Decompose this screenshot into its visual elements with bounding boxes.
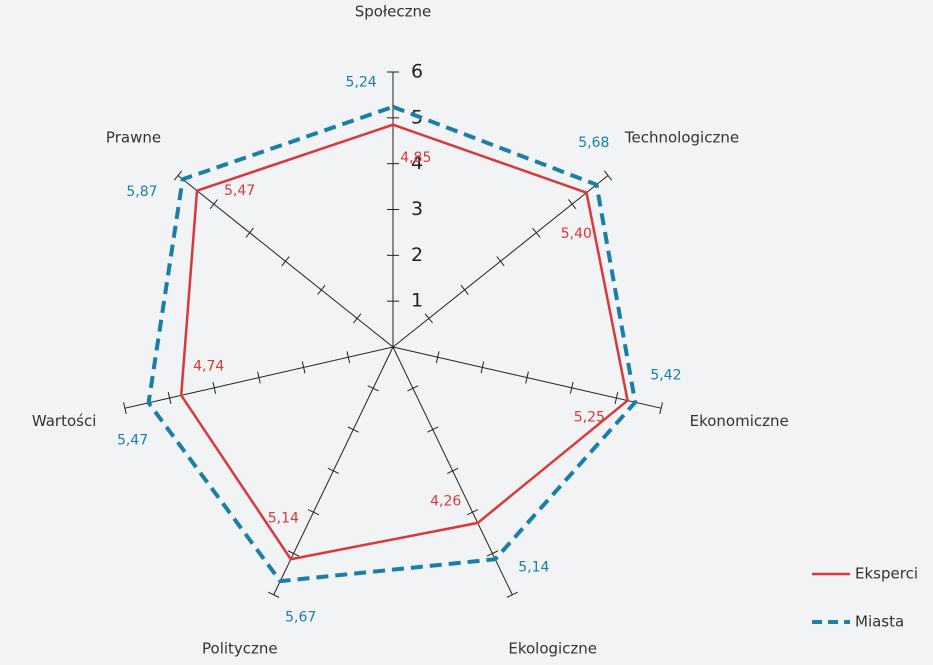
tick-label: 1 bbox=[411, 290, 423, 312]
category-label: Wartości bbox=[32, 412, 97, 430]
tick-mark bbox=[257, 371, 261, 384]
tick-mark bbox=[569, 381, 574, 394]
value-label: 4,85 bbox=[400, 150, 431, 166]
tick-mark bbox=[568, 199, 577, 210]
tick-mark bbox=[212, 381, 217, 394]
value-label: 5,14 bbox=[268, 511, 299, 527]
value-label: 5,42 bbox=[650, 368, 681, 384]
value-label: 5,68 bbox=[578, 135, 609, 151]
tick-mark bbox=[496, 256, 505, 267]
tick-mark bbox=[245, 227, 254, 238]
tick-mark bbox=[123, 402, 127, 415]
tick-mark bbox=[460, 284, 469, 295]
tick-mark bbox=[486, 550, 499, 557]
category-label: Ekonomiczne bbox=[690, 412, 789, 430]
series-line bbox=[179, 123, 629, 561]
tick-mark bbox=[407, 385, 419, 392]
value-label: 5,25 bbox=[574, 409, 605, 425]
value-label: 5,47 bbox=[224, 183, 255, 199]
tick-mark bbox=[427, 426, 439, 433]
value-label: 4,74 bbox=[193, 358, 224, 374]
tick-mark bbox=[353, 313, 362, 324]
tick-mark bbox=[346, 351, 351, 364]
tick-mark bbox=[367, 385, 379, 392]
tick-mark bbox=[287, 550, 300, 557]
tick-mark bbox=[301, 361, 306, 374]
tick-mark bbox=[307, 509, 320, 516]
category-label: Ekologiczne bbox=[508, 639, 597, 657]
legend-label: Miasta bbox=[855, 613, 904, 631]
value-label: 5,40 bbox=[561, 226, 592, 242]
category-label: Polityczne bbox=[202, 639, 278, 657]
value-label: 5,24 bbox=[346, 75, 377, 91]
tick-mark bbox=[525, 371, 529, 384]
value-label: 5,14 bbox=[518, 559, 549, 575]
tick-label: 2 bbox=[411, 244, 423, 266]
value-label: 5,87 bbox=[126, 184, 157, 200]
tick-mark bbox=[659, 402, 663, 415]
value-label: 5,47 bbox=[117, 432, 148, 448]
category-label: Społeczne bbox=[355, 3, 432, 21]
tick-label: 4 bbox=[411, 152, 423, 174]
tick-mark bbox=[466, 509, 479, 516]
tick-mark bbox=[347, 426, 359, 433]
tick-mark bbox=[209, 199, 218, 210]
tick-mark bbox=[480, 361, 485, 374]
tick-mark bbox=[424, 313, 433, 324]
tick-mark bbox=[506, 591, 518, 598]
tick-label: 6 bbox=[411, 61, 423, 83]
category-label: Prawne bbox=[106, 129, 161, 147]
tick-mark bbox=[173, 170, 183, 181]
tick-mark bbox=[281, 256, 290, 267]
legend-label: Eksperci bbox=[855, 565, 918, 583]
series-line bbox=[146, 104, 638, 584]
value-label: 4,26 bbox=[430, 494, 461, 510]
tick-mark bbox=[435, 351, 440, 364]
tick-label: 3 bbox=[411, 198, 423, 220]
tick-mark bbox=[532, 227, 541, 238]
tick-mark bbox=[614, 392, 619, 404]
tick-mark bbox=[268, 591, 280, 598]
tick-mark bbox=[603, 170, 613, 181]
category-label: Technologiczne bbox=[624, 129, 739, 147]
tick-mark bbox=[447, 467, 459, 474]
value-label: 5,67 bbox=[285, 610, 316, 626]
tick-mark bbox=[327, 467, 339, 474]
tick-mark bbox=[167, 392, 172, 404]
tick-mark bbox=[317, 284, 326, 295]
